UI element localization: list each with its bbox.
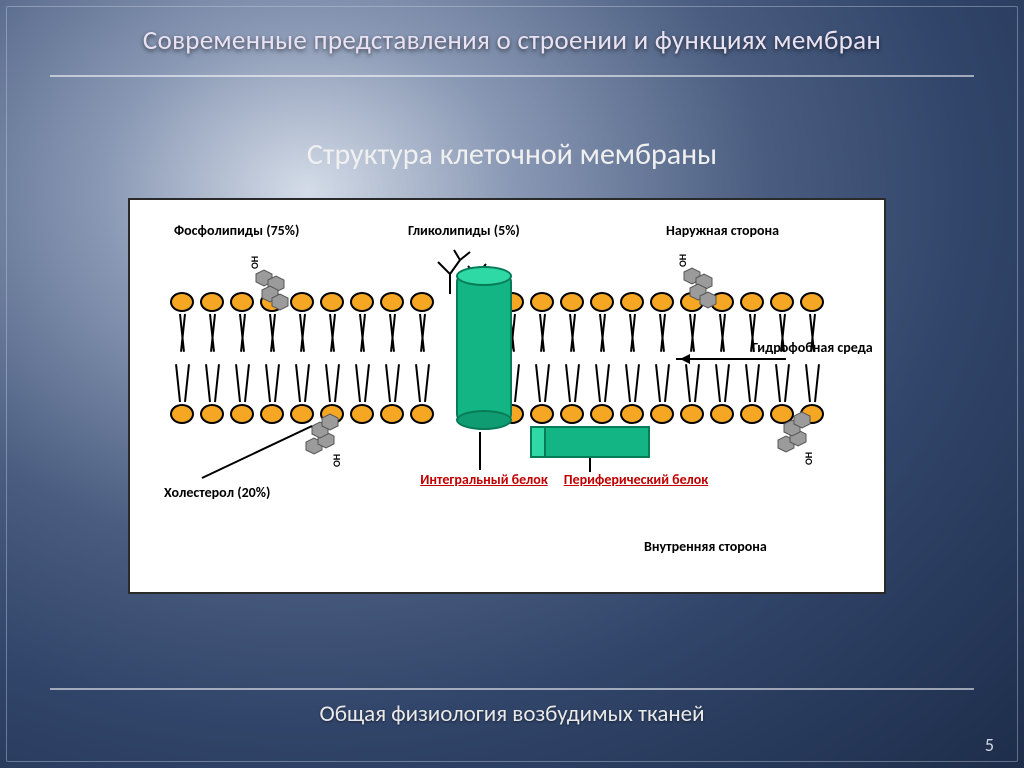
lipid-head: [530, 404, 554, 424]
lipid-head: [740, 404, 764, 424]
label-phospholipids: Фосфолипиды (75%): [174, 222, 299, 239]
lipid-head: [350, 404, 374, 424]
lipid-head: [620, 292, 644, 312]
label-peripheral-text: Периферический белок: [564, 471, 708, 488]
lipid-tails: [590, 364, 614, 404]
label-cholesterol: Холестерол (20%): [164, 484, 270, 501]
lipid-head: [260, 404, 284, 424]
lipid-tails: [230, 364, 254, 404]
lipid-tails: [350, 364, 374, 404]
lipid-tails: [320, 364, 344, 404]
lipid-tails: [620, 364, 644, 404]
cholesterol-icon: [250, 266, 292, 316]
lipid-head: [380, 292, 404, 312]
lipid-tails: [680, 314, 704, 354]
lipid-tails: [320, 314, 344, 354]
lipid-head: [650, 292, 674, 312]
lipid-tails: [710, 314, 734, 354]
lipid-head: [380, 404, 404, 424]
lipid-tails: [530, 314, 554, 354]
lipid-tails: [170, 314, 194, 354]
lipid-head: [680, 404, 704, 424]
lipid-head: [800, 292, 824, 312]
lipid-tails: [380, 364, 404, 404]
lipid-tails: [650, 314, 674, 354]
header-title: Современные представления о строении и ф…: [0, 24, 1024, 57]
slide-header: Современные представления о строении и ф…: [0, 24, 1024, 77]
lipid-tails: [770, 364, 794, 404]
lipid-head: [170, 404, 194, 424]
lipid-tails: [800, 364, 824, 404]
label-outer-side: Наружная сторона: [666, 222, 779, 239]
label-oh: OH: [330, 454, 343, 467]
lipid-head: [770, 292, 794, 312]
lipid-head: [230, 404, 254, 424]
cholesterol-icon: [772, 406, 814, 456]
membrane-diagram: Фосфолипиды (75%) Гликолипиды (5%) Наруж…: [128, 198, 886, 594]
lipid-head: [710, 404, 734, 424]
arrow-hydrophobic: [676, 358, 786, 360]
lipid-head: [590, 292, 614, 312]
label-integral-protein: Интегральный белок: [414, 472, 554, 488]
peripheral-protein: [530, 426, 650, 458]
lipid-tails: [170, 364, 194, 404]
lipid-head: [200, 404, 224, 424]
lipid-head: [320, 292, 344, 312]
lipid-tails: [260, 314, 284, 354]
lipid-tails: [290, 364, 314, 404]
lipid-head: [170, 292, 194, 312]
label-integral-text: Интегральный белок: [420, 471, 548, 488]
lipid-head: [200, 292, 224, 312]
lipid-head: [350, 292, 374, 312]
integral-protein: [456, 266, 512, 430]
leader-integral: [478, 432, 482, 470]
lipid-tails: [200, 364, 224, 404]
lipid-tails: [560, 314, 584, 354]
page-number: 5: [985, 734, 994, 756]
lipid-tails: [680, 364, 704, 404]
lipid-tails: [380, 314, 404, 354]
lipid-head: [410, 292, 434, 312]
slide-subtitle: Структура клеточной мембраны: [0, 136, 1024, 173]
label-hydrophobic-text: Гидрофобная среда: [752, 339, 873, 356]
lipid-head: [560, 404, 584, 424]
lipid-tails: [620, 314, 644, 354]
lipid-tails: [410, 314, 434, 354]
lipid-tails: [230, 314, 254, 354]
header-rule: [50, 75, 974, 77]
lipid-tails: [740, 364, 764, 404]
lipid-tails: [530, 364, 554, 404]
lipid-head: [290, 292, 314, 312]
lipid-head: [410, 404, 434, 424]
lipid-tails: [590, 314, 614, 354]
label-inner-side: Внутренняя сторона: [644, 538, 767, 555]
lipid-head: [740, 292, 764, 312]
footer-text: Общая физиология возбудимых тканей: [0, 700, 1024, 728]
label-peripheral-protein: Периферический белок: [556, 472, 716, 488]
label-oh: OH: [676, 254, 689, 267]
lipid-tails: [650, 364, 674, 404]
lipid-tails: [200, 314, 224, 354]
lipid-head: [650, 404, 674, 424]
label-oh: OH: [248, 256, 261, 269]
cholesterol-icon: [678, 264, 720, 314]
leader-peripheral: [588, 458, 592, 472]
label-hydrophobic: Гидрофобная среда: [752, 340, 873, 355]
label-glycolipids: Гликолипиды (5%): [408, 222, 520, 239]
lipid-head: [620, 404, 644, 424]
footer-rule: [50, 688, 974, 690]
lipid-tails: [560, 364, 584, 404]
lipid-tails: [410, 364, 434, 404]
lipid-tails: [290, 314, 314, 354]
lipid-head: [560, 292, 584, 312]
label-oh: OH: [802, 452, 815, 465]
lipid-tails: [710, 364, 734, 404]
lipid-head: [530, 292, 554, 312]
lipid-tails: [260, 364, 284, 404]
lipid-tails: [350, 314, 374, 354]
lipid-head: [590, 404, 614, 424]
